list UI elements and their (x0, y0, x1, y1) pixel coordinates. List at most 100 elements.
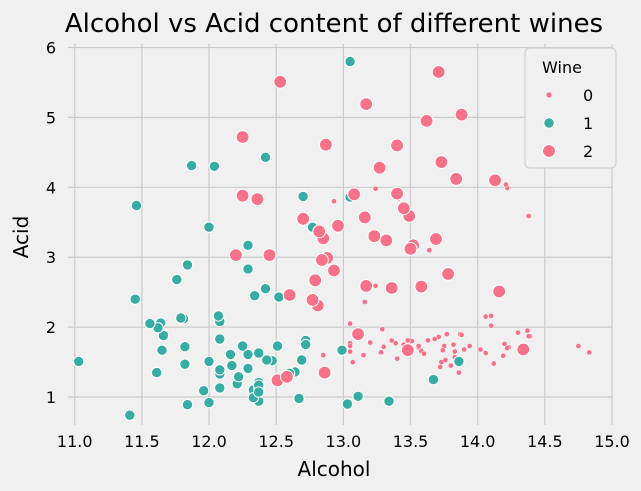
data-point-wine-1 (151, 366, 163, 379)
data-point-wine-2 (384, 281, 399, 295)
data-point-wine-2 (441, 267, 456, 281)
data-point-wine-0 (461, 346, 468, 353)
chart-title: Alcohol vs Acid content of different win… (65, 9, 603, 39)
data-point-wine-2 (305, 293, 320, 307)
data-point-wine-2 (327, 263, 341, 278)
y-tick-labels: 1 2 3 4 5 6 (46, 38, 56, 407)
data-point-wine-2 (400, 343, 415, 358)
data-point-wine-0 (447, 362, 454, 369)
data-point-wine-0 (525, 333, 532, 340)
data-point-wine-1 (259, 283, 272, 295)
legend-marker-2 (542, 144, 556, 158)
data-point-wine-1 (293, 392, 305, 405)
y-tick-label: 3 (46, 248, 56, 267)
data-point-wine-1 (261, 354, 273, 366)
data-point-wine-2 (235, 130, 250, 144)
data-point-wine-2 (390, 186, 405, 201)
data-point-wine-2 (229, 248, 243, 263)
data-point-wine-0 (392, 340, 399, 347)
data-point-wine-0 (458, 331, 465, 338)
data-point-wine-0 (443, 331, 450, 337)
data-point-wine-2 (315, 253, 329, 267)
data-point-wine-2 (351, 327, 366, 342)
data-point-wine-0 (504, 345, 511, 351)
data-point-wine-1 (214, 333, 226, 345)
data-point-wine-1 (198, 385, 210, 397)
data-point-wine-0 (439, 347, 446, 354)
data-point-wine-0 (575, 343, 582, 349)
data-point-wine-1 (336, 344, 348, 356)
data-point-wine-0 (421, 350, 427, 357)
data-point-wine-0 (372, 283, 379, 289)
x-tick-label: 12.0 (191, 432, 227, 451)
legend-label-2: 2 (583, 142, 593, 161)
data-point-wine-1 (341, 398, 354, 410)
data-point-wine-0 (347, 348, 353, 355)
y-axis-label: Acid (9, 216, 33, 259)
data-point-wine-1 (344, 55, 356, 68)
data-point-wine-2 (250, 192, 265, 207)
data-point-wine-1 (157, 329, 170, 342)
legend-label-0: 0 (583, 86, 593, 105)
data-point-wine-2 (429, 232, 443, 246)
data-point-wine-1 (214, 382, 226, 394)
data-point-wine-2 (367, 229, 382, 244)
data-point-wine-2 (449, 172, 464, 186)
data-point-wine-0 (500, 352, 507, 359)
data-point-wine-0 (378, 349, 384, 356)
x-tick-label: 11.5 (124, 432, 160, 451)
data-point-wine-1 (453, 355, 465, 368)
data-point-wine-1 (232, 371, 245, 383)
data-point-wine-0 (525, 213, 532, 219)
data-point-wine-2 (319, 137, 333, 152)
data-point-wine-1 (73, 355, 85, 368)
data-point-wine-2 (516, 342, 531, 357)
data-point-wine-2 (488, 173, 503, 188)
legend-label-1: 1 (583, 114, 593, 133)
y-tick-label: 2 (46, 318, 56, 337)
data-point-wine-0 (331, 198, 337, 205)
data-point-wine-0 (488, 313, 494, 319)
data-point-wine-1 (242, 362, 254, 375)
data-point-wine-1 (212, 310, 225, 322)
legend: Wine 0 1 2 (524, 47, 617, 169)
data-point-wine-0 (501, 341, 508, 347)
data-point-wine-0 (425, 337, 431, 344)
data-point-wine-1 (352, 390, 364, 402)
data-point-wine-2 (262, 248, 277, 263)
data-point-wine-1 (181, 399, 194, 411)
data-point-wine-1 (297, 190, 309, 203)
data-point-wine-2 (419, 114, 434, 128)
data-point-wine-1 (179, 341, 191, 353)
data-point-wine-0 (372, 185, 379, 192)
data-point-wine-0 (451, 348, 458, 355)
data-point-wine-0 (477, 346, 484, 353)
data-point-wine-0 (456, 369, 462, 376)
data-point-wine-2 (492, 284, 507, 299)
data-point-wine-0 (347, 320, 353, 327)
data-point-wine-0 (586, 349, 593, 356)
data-point-wine-0 (394, 355, 400, 362)
data-point-wine-1 (203, 396, 215, 409)
data-point-wine-2 (273, 74, 288, 89)
data-point-wine-1 (253, 386, 265, 398)
data-point-wine-2 (280, 369, 294, 384)
data-point-wine-1 (427, 373, 440, 386)
data-point-wine-2 (317, 365, 332, 380)
data-point-wine-0 (415, 343, 422, 349)
legend-title: Wine (542, 58, 582, 77)
data-point-wine-2 (312, 224, 327, 239)
data-point-wine-0 (524, 327, 531, 334)
data-point-wine-0 (349, 359, 356, 365)
x-tick-label: 14.0 (460, 432, 496, 451)
data-point-wine-0 (361, 299, 368, 305)
data-point-wine-1 (156, 344, 168, 356)
data-point-wine-0 (482, 350, 489, 356)
data-point-wine-2 (431, 65, 446, 79)
y-tick-label: 1 (46, 388, 56, 407)
data-points (73, 55, 593, 421)
data-point-wine-0 (360, 352, 367, 358)
data-point-wine-0 (380, 343, 387, 350)
x-axis-label: Alcohol (298, 457, 371, 481)
